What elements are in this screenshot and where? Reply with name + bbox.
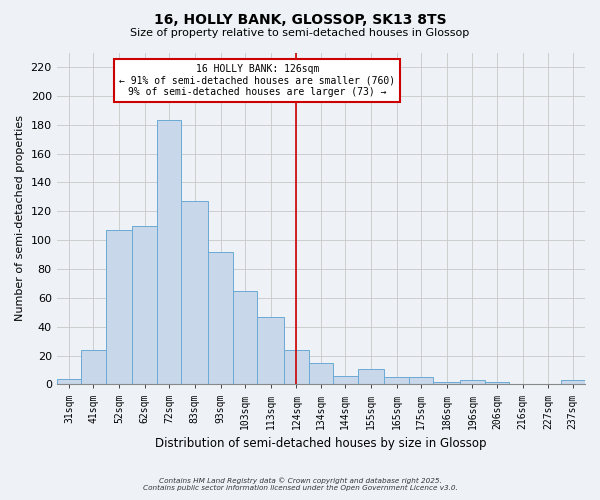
Bar [358,368,385,384]
Bar [284,350,308,384]
Bar [308,362,333,384]
Text: Size of property relative to semi-detached houses in Glossop: Size of property relative to semi-detach… [130,28,470,38]
Bar [433,382,460,384]
Bar [409,377,433,384]
Text: 16, HOLLY BANK, GLOSSOP, SK13 8TS: 16, HOLLY BANK, GLOSSOP, SK13 8TS [154,12,446,26]
Bar [157,120,181,384]
Bar [56,378,81,384]
Text: 16 HOLLY BANK: 126sqm
← 91% of semi-detached houses are smaller (760)
9% of semi: 16 HOLLY BANK: 126sqm ← 91% of semi-deta… [119,64,395,97]
Bar [257,316,284,384]
Y-axis label: Number of semi-detached properties: Number of semi-detached properties [15,116,25,322]
Bar [560,380,585,384]
Bar [81,350,106,384]
Bar [133,226,157,384]
Bar [385,377,409,384]
Bar [333,376,358,384]
Bar [106,230,133,384]
Bar [208,252,233,384]
Bar [233,290,257,384]
Bar [181,201,208,384]
Text: Contains HM Land Registry data © Crown copyright and database right 2025.
Contai: Contains HM Land Registry data © Crown c… [143,477,457,491]
Bar [485,382,509,384]
Bar [460,380,485,384]
X-axis label: Distribution of semi-detached houses by size in Glossop: Distribution of semi-detached houses by … [155,437,487,450]
